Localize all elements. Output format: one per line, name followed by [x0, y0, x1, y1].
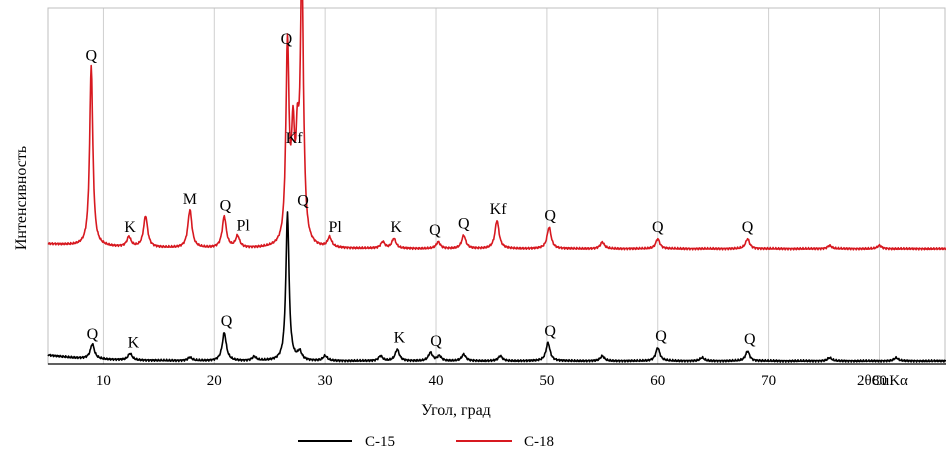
x-unit-label: 2θCuKα — [857, 373, 908, 389]
x-tick-label: 20 — [207, 373, 222, 389]
x-tick-label: 60 — [650, 373, 665, 389]
peak-label: Q — [430, 333, 442, 350]
peak-label: Q — [220, 197, 232, 214]
peak-label: Kf — [490, 201, 508, 218]
x-tick-label: 50 — [539, 373, 554, 389]
y-axis-title: Интенсивность — [13, 146, 30, 250]
peak-label: Q — [87, 326, 99, 343]
grid-lines — [102, 8, 880, 364]
peak-label: K — [124, 219, 136, 236]
peak-label: Q — [221, 313, 233, 330]
plot-frame — [47, 7, 946, 365]
x-tick-labels: 10 20 30 40 50 60 70 80 — [96, 373, 887, 389]
legend-label-c15: С-15 — [365, 434, 395, 450]
peak-label: Q — [85, 47, 97, 64]
series-layer — [47, 0, 946, 363]
peak-label: M — [183, 191, 197, 208]
peak-label: Q — [744, 331, 756, 348]
peak-label: K — [394, 329, 406, 346]
peak-annotations: QKMQPlQKfKfPlKQQKfQQQQQKQKQQQQ — [85, 31, 756, 352]
x-axis-title: Угол, град — [421, 402, 491, 419]
peak-label: Q — [655, 328, 667, 345]
peak-label: K — [390, 219, 402, 236]
x-tick-label: 10 — [96, 373, 111, 389]
x-tick-label: 80 — [872, 373, 887, 389]
peak-label: K — [128, 334, 140, 351]
peak-label: Q — [652, 219, 664, 236]
series-line-c18 — [47, 0, 946, 251]
legend: С-15 С-18 — [298, 434, 554, 450]
peak-label: Q — [429, 222, 441, 239]
series-line-c15 — [47, 211, 946, 363]
peak-label: Q — [458, 216, 470, 233]
x-tick-label: 40 — [429, 373, 444, 389]
peak-label: Q — [281, 31, 293, 48]
plot-border — [47, 7, 946, 365]
x-tick-label: 30 — [318, 373, 333, 389]
x-tick-label: 70 — [761, 373, 776, 389]
peak-label: Kf — [286, 130, 304, 147]
peak-label: Q — [544, 207, 556, 224]
peak-label: Q — [297, 193, 309, 210]
peak-label: Q — [544, 323, 556, 340]
legend-label-c18: С-18 — [524, 434, 554, 450]
peak-label: Pl — [236, 217, 250, 234]
peak-label: Pl — [328, 219, 342, 236]
peak-label: Q — [742, 219, 754, 236]
